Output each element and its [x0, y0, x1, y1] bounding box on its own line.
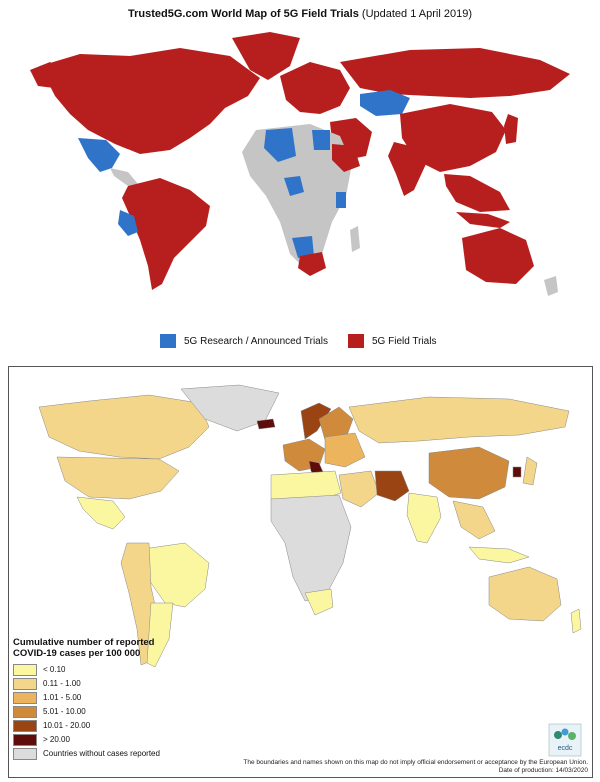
region-japan: [504, 114, 518, 144]
region-russia: [348, 396, 570, 444]
region-south-america: [122, 178, 210, 290]
legend-label: 1.01 - 5.00: [43, 693, 82, 702]
region-mexico: [78, 138, 120, 172]
region-india: [388, 142, 426, 196]
legend-item-field-trials: 5G Field Trials: [348, 333, 436, 349]
production-date: Date of production: 14/03/2020: [498, 767, 588, 774]
top-map-legend: 5G Research / Announced Trials 5G Field …: [0, 333, 600, 351]
legend-label: 5.01 - 10.00: [43, 707, 86, 716]
legend-label: Countries without cases reported: [43, 749, 160, 758]
region-kenya: [336, 192, 346, 208]
region-egypt: [312, 130, 330, 150]
region-china: [428, 446, 510, 500]
legend-label: 0.11 - 1.00: [43, 679, 81, 688]
covid-legend-row: Countries without cases reported: [13, 747, 203, 760]
legend-swatch: [13, 677, 37, 690]
region-alaska: [30, 62, 65, 88]
region-namibia-botswana: [292, 236, 314, 258]
region-canada: [38, 394, 210, 460]
region-southeast-asia: [444, 174, 510, 212]
region-southeast-asia: [452, 500, 496, 540]
region-madagascar: [350, 226, 360, 252]
legend-swatch: [13, 691, 37, 704]
legend-swatch: [13, 719, 37, 732]
covid-legend-title: Cumulative number of reported COVID-19 c…: [13, 637, 203, 659]
region-new-zealand: [570, 608, 582, 634]
region-australia: [488, 566, 562, 622]
top-map-title-main: Trusted5G.com World Map of 5G Field Tria…: [128, 8, 359, 20]
region-algeria: [264, 128, 296, 162]
region-south-africa: [304, 588, 334, 616]
covid-world-map: [38, 384, 582, 668]
region-mexico: [76, 496, 126, 530]
region-peru: [118, 210, 138, 236]
region-eastern-europe: [324, 432, 366, 468]
covid-legend-title-line2: COVID-19 cases per 100 000: [13, 648, 141, 659]
legend-label: < 0.10: [43, 665, 66, 674]
region-iran: [374, 470, 410, 502]
legend-label: 10.01 - 20.00: [43, 721, 91, 730]
map-disclaimer: The boundaries and names shown on this m…: [243, 759, 588, 775]
region-greenland: [232, 32, 300, 80]
legend-swatch-field-trials: [348, 334, 364, 348]
region-indonesia: [456, 212, 510, 228]
legend-label: > 20.00: [43, 735, 70, 744]
region-central-africa: [270, 494, 352, 602]
region-kazakhstan: [360, 90, 410, 116]
region-saudi-gulf: [332, 144, 360, 172]
region-europe: [280, 62, 350, 114]
region-iceland: [256, 418, 276, 430]
5g-world-map: [30, 32, 570, 296]
region-russia: [340, 48, 570, 98]
region-south-africa: [298, 252, 326, 276]
covid-legend-row: 1.01 - 5.00: [13, 691, 203, 704]
region-india: [406, 492, 442, 544]
disclaimer-text: The boundaries and names shown on this m…: [243, 759, 588, 766]
covid-legend-row: 0.11 - 1.00: [13, 677, 203, 690]
region-south-korea: [512, 466, 522, 478]
region-brazil: [142, 542, 210, 608]
legend-swatch: [13, 733, 37, 746]
ecdc-logo-icon: ecdc: [548, 723, 582, 757]
legend-swatch: [13, 747, 37, 760]
region-nigeria: [284, 176, 304, 196]
covid-map-panel: Cumulative number of reported COVID-19 c…: [8, 366, 593, 778]
top-map-panel: Trusted5G.com World Map of 5G Field Tria…: [0, 0, 600, 360]
region-japan: [522, 456, 538, 486]
ecdc-logo-text: ecdc: [558, 745, 573, 752]
region-indonesia: [468, 546, 530, 564]
legend-swatch: [13, 705, 37, 718]
covid-legend-row: > 20.00: [13, 733, 203, 746]
region-australia: [462, 228, 534, 284]
legend-label-research: 5G Research / Announced Trials: [184, 335, 328, 347]
covid-legend-row: 5.01 - 10.00: [13, 705, 203, 718]
region-africa: [242, 124, 352, 266]
covid-legend-row: 10.01 - 20.00: [13, 719, 203, 732]
top-map-title-updated: (Updated 1 April 2019): [361, 8, 472, 20]
top-map-title: Trusted5G.com World Map of 5G Field Tria…: [0, 8, 600, 20]
covid-legend-row: < 0.10: [13, 663, 203, 676]
region-new-zealand: [544, 276, 558, 296]
covid-legend-title-line1: Cumulative number of reported: [13, 637, 155, 648]
legend-swatch-research: [160, 334, 176, 348]
region-argentina: [146, 602, 174, 668]
region-central-america: [110, 168, 138, 186]
region-china-east-asia: [400, 104, 506, 172]
legend-swatch: [13, 663, 37, 676]
region-north-america: [40, 48, 260, 154]
region-middle-east: [338, 470, 380, 508]
region-usa: [56, 456, 180, 500]
covid-legend: Cumulative number of reported COVID-19 c…: [13, 637, 203, 761]
legend-label-field-trials: 5G Field Trials: [372, 335, 437, 347]
legend-item-research: 5G Research / Announced Trials: [160, 333, 328, 349]
